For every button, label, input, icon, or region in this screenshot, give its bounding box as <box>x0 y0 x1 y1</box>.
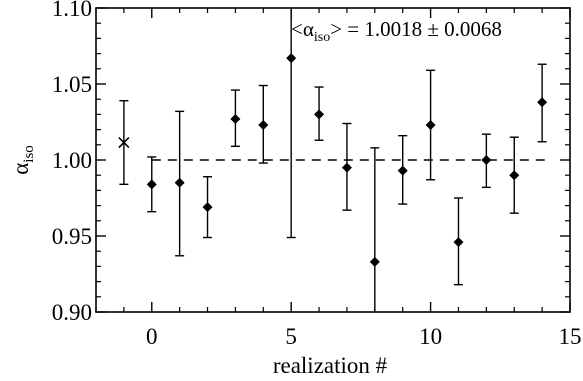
y-tick-label: 0.95 <box>52 224 92 249</box>
data-point <box>509 170 520 181</box>
data-point <box>537 97 548 108</box>
axis-ticks: 0.90 0.95 1.00 1.05 1.10 0 5 10 15 <box>52 0 582 349</box>
data-point <box>425 120 436 131</box>
data-point <box>146 179 157 190</box>
data-point <box>397 165 408 176</box>
data-point <box>258 120 269 131</box>
x-tick-label: 0 <box>146 324 158 349</box>
y-axis-title: αiso <box>8 145 37 175</box>
data-point <box>481 155 492 165</box>
y-tick-label: 1.00 <box>52 148 92 173</box>
x-axis-title: realization # <box>273 353 388 378</box>
mean-annotation-prefix: <α <box>291 17 314 41</box>
y-axis-title-sub: iso <box>21 145 37 163</box>
y-tick-label: 1.05 <box>52 72 92 97</box>
y-tick-label: 0.90 <box>52 300 92 325</box>
y-tick-label: 1.10 <box>52 0 92 21</box>
mean-annotation: <αiso> = 1.0018 ± 0.0068 <box>291 17 502 45</box>
data-point <box>369 256 380 267</box>
data-point <box>453 237 464 248</box>
data-marks <box>118 8 548 312</box>
x-tick-label: 5 <box>285 324 297 349</box>
x-tick-label: 15 <box>559 324 582 349</box>
y-axis-title-base: α <box>8 163 33 175</box>
data-point <box>341 162 352 173</box>
data-point <box>230 113 241 124</box>
mean-annotation-suffix: > = 1.0018 ± 0.0068 <box>330 17 502 41</box>
mean-annotation-sub: iso <box>314 30 330 45</box>
svg-text:αiso: αiso <box>8 145 37 175</box>
data-point <box>202 202 213 213</box>
data-point <box>174 177 185 188</box>
data-point <box>314 109 325 120</box>
data-point <box>286 53 297 64</box>
x-tick-label: 10 <box>419 324 442 349</box>
mean-point-cross <box>118 136 130 149</box>
